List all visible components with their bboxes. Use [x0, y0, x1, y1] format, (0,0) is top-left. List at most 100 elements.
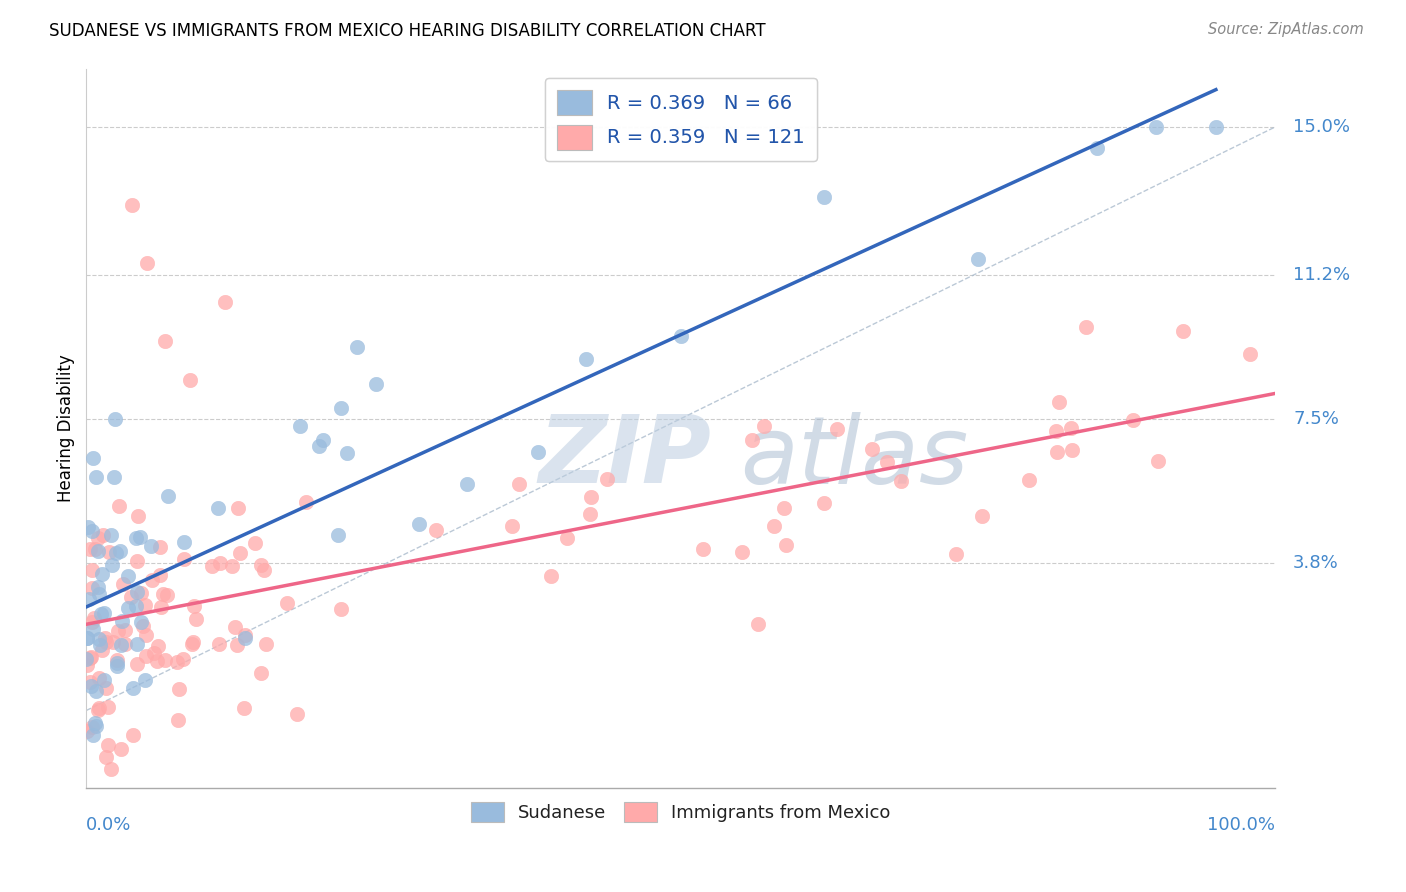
Point [456, 477, 478, 491]
Point [596, 472, 619, 486]
Point [97, 738, 120, 752]
Point [233, 627, 256, 641]
Point [149, 599, 172, 614]
Point [308, 439, 330, 453]
Text: 15.0%: 15.0% [1294, 118, 1350, 136]
Point [967, 252, 990, 266]
Point [105, 547, 128, 561]
Point [1074, 319, 1097, 334]
Point [233, 631, 256, 645]
Point [772, 501, 794, 516]
Point [93, 673, 115, 687]
Point [80, 615, 103, 629]
Point [84, 470, 107, 484]
Point [125, 599, 148, 613]
Point [731, 545, 754, 559]
Point [180, 637, 202, 651]
Point [276, 596, 298, 610]
Point [110, 742, 132, 756]
Point [1046, 445, 1069, 459]
Point [79, 674, 101, 689]
Text: SUDANESE VS IMMIGRANTS FROM MEXICO HEARING DISABILITY CORRELATION CHART: SUDANESE VS IMMIGRANTS FROM MEXICO HEARI… [49, 22, 766, 40]
Point [129, 615, 152, 629]
Point [972, 509, 994, 524]
Point [156, 588, 179, 602]
Point [747, 617, 769, 632]
Point [89, 638, 111, 652]
Point [125, 531, 148, 545]
Text: 11.2%: 11.2% [1294, 266, 1350, 284]
Point [111, 615, 134, 629]
Point [77, 519, 100, 533]
Point [555, 531, 578, 545]
Point [97, 700, 120, 714]
Point [76, 631, 98, 645]
Point [408, 516, 430, 531]
Point [167, 714, 190, 728]
Point [84, 716, 107, 731]
Point [112, 577, 135, 591]
Point [128, 530, 150, 544]
Point [105, 656, 128, 670]
Point [135, 628, 157, 642]
Point [93, 606, 115, 620]
Point [105, 659, 128, 673]
Point [579, 490, 602, 504]
Point [249, 558, 271, 573]
Text: 100.0%: 100.0% [1208, 815, 1275, 834]
Point [100, 762, 122, 776]
Point [87, 671, 110, 685]
Point [1146, 453, 1168, 467]
Point [141, 573, 163, 587]
Point [330, 401, 353, 416]
Point [224, 620, 246, 634]
Point [84, 683, 107, 698]
Point [82, 563, 104, 577]
Point [226, 500, 249, 515]
Text: ZIP: ZIP [538, 411, 711, 503]
Point [501, 519, 523, 533]
Point [107, 624, 129, 639]
Point [1205, 120, 1227, 134]
Point [108, 544, 131, 558]
Point [104, 411, 127, 425]
Point [91, 643, 114, 657]
Point [87, 632, 110, 646]
Point [146, 654, 169, 668]
Point [149, 567, 172, 582]
Point [80, 649, 103, 664]
Point [425, 523, 447, 537]
Point [876, 454, 898, 468]
Text: atlas: atlas [741, 412, 969, 503]
Point [83, 611, 105, 625]
Point [89, 700, 111, 714]
Point [294, 495, 316, 509]
Point [1146, 120, 1168, 134]
Point [135, 648, 157, 663]
Point [752, 419, 775, 434]
Point [945, 547, 967, 561]
Point [762, 519, 785, 533]
Point [142, 646, 165, 660]
Point [101, 635, 124, 649]
Point [76, 724, 98, 739]
Point [860, 442, 883, 457]
Point [93, 631, 115, 645]
Point [166, 655, 188, 669]
Point [813, 496, 835, 510]
Point [125, 554, 148, 568]
Point [125, 637, 148, 651]
Point [1018, 473, 1040, 487]
Point [1049, 395, 1071, 409]
Text: 3.8%: 3.8% [1294, 554, 1339, 572]
Point [107, 500, 129, 514]
Point [221, 559, 243, 574]
Point [87, 703, 110, 717]
Point [96, 635, 118, 649]
Point [346, 341, 368, 355]
Point [285, 707, 308, 722]
Point [288, 418, 311, 433]
Point [540, 569, 562, 583]
Point [139, 539, 162, 553]
Point [79, 651, 101, 665]
